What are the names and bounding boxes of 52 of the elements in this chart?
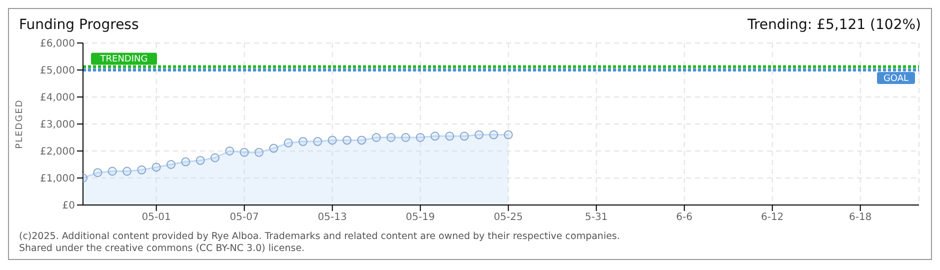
text: (c)2025. Additional content provided by Rye Alboa. Trademarks and related content are owned by their respective companies. (19, 231, 621, 243)
point (254, 148, 264, 157)
point (196, 156, 205, 165)
point (240, 148, 249, 157)
point (372, 133, 381, 142)
point (122, 166, 132, 176)
ref-line-label: GOAL (883, 74, 909, 84)
y-axis-title: PLEDGED (15, 99, 26, 149)
point (93, 168, 102, 178)
y-tick-label: £5,000 (40, 66, 75, 77)
x-tick-label: 05-01 (142, 212, 171, 224)
chart-title: Funding Progress (19, 17, 139, 33)
point (460, 132, 469, 141)
x-tick-label: 5-31 (584, 212, 608, 224)
y-tick-label: £1,000 (40, 174, 75, 185)
chart-subtitle: Trending: £5,121 (102%) (747, 17, 921, 33)
point (328, 136, 337, 145)
point (298, 137, 308, 146)
x-tick-label: 6-18 (848, 212, 872, 224)
x-tick-label: 05-25 (494, 212, 523, 224)
y-tick-label: £3,000 (40, 120, 75, 131)
point (416, 133, 425, 142)
ref-line-label: TRENDING (99, 54, 148, 65)
point (430, 132, 440, 141)
point (152, 162, 161, 172)
point (225, 146, 234, 156)
x-tick-label: 05-07 (230, 212, 259, 224)
point (137, 165, 146, 174)
point (445, 132, 454, 141)
point (108, 166, 117, 176)
point (474, 130, 484, 140)
point (284, 138, 293, 148)
x-tick-label: 05-13 (318, 212, 347, 224)
point (166, 160, 176, 169)
point (210, 153, 220, 162)
y-tick-label: £0 (62, 200, 75, 212)
point (489, 130, 498, 140)
x-tick-label: 6-12 (760, 212, 784, 224)
point (357, 136, 366, 145)
point (386, 133, 396, 142)
x-tick-label: 05-19 (406, 212, 435, 224)
x-tick-label: 6-6 (676, 212, 693, 224)
text: Shared under the creative commons (CC BY-NC 3.0) license. (19, 243, 306, 255)
point (504, 130, 513, 140)
point (401, 133, 410, 142)
point (269, 144, 278, 153)
y-tick-label: £2,000 (40, 146, 75, 158)
y-tick-label: £6,000 (40, 38, 75, 50)
point (181, 157, 190, 166)
point (342, 136, 352, 145)
point (313, 137, 322, 146)
y-tick-label: £4,000 (40, 92, 75, 104)
